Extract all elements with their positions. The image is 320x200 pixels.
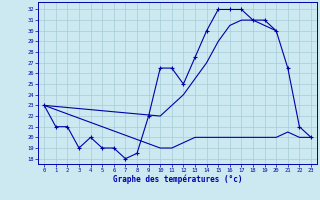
X-axis label: Graphe des températures (°c): Graphe des températures (°c)	[113, 175, 242, 184]
